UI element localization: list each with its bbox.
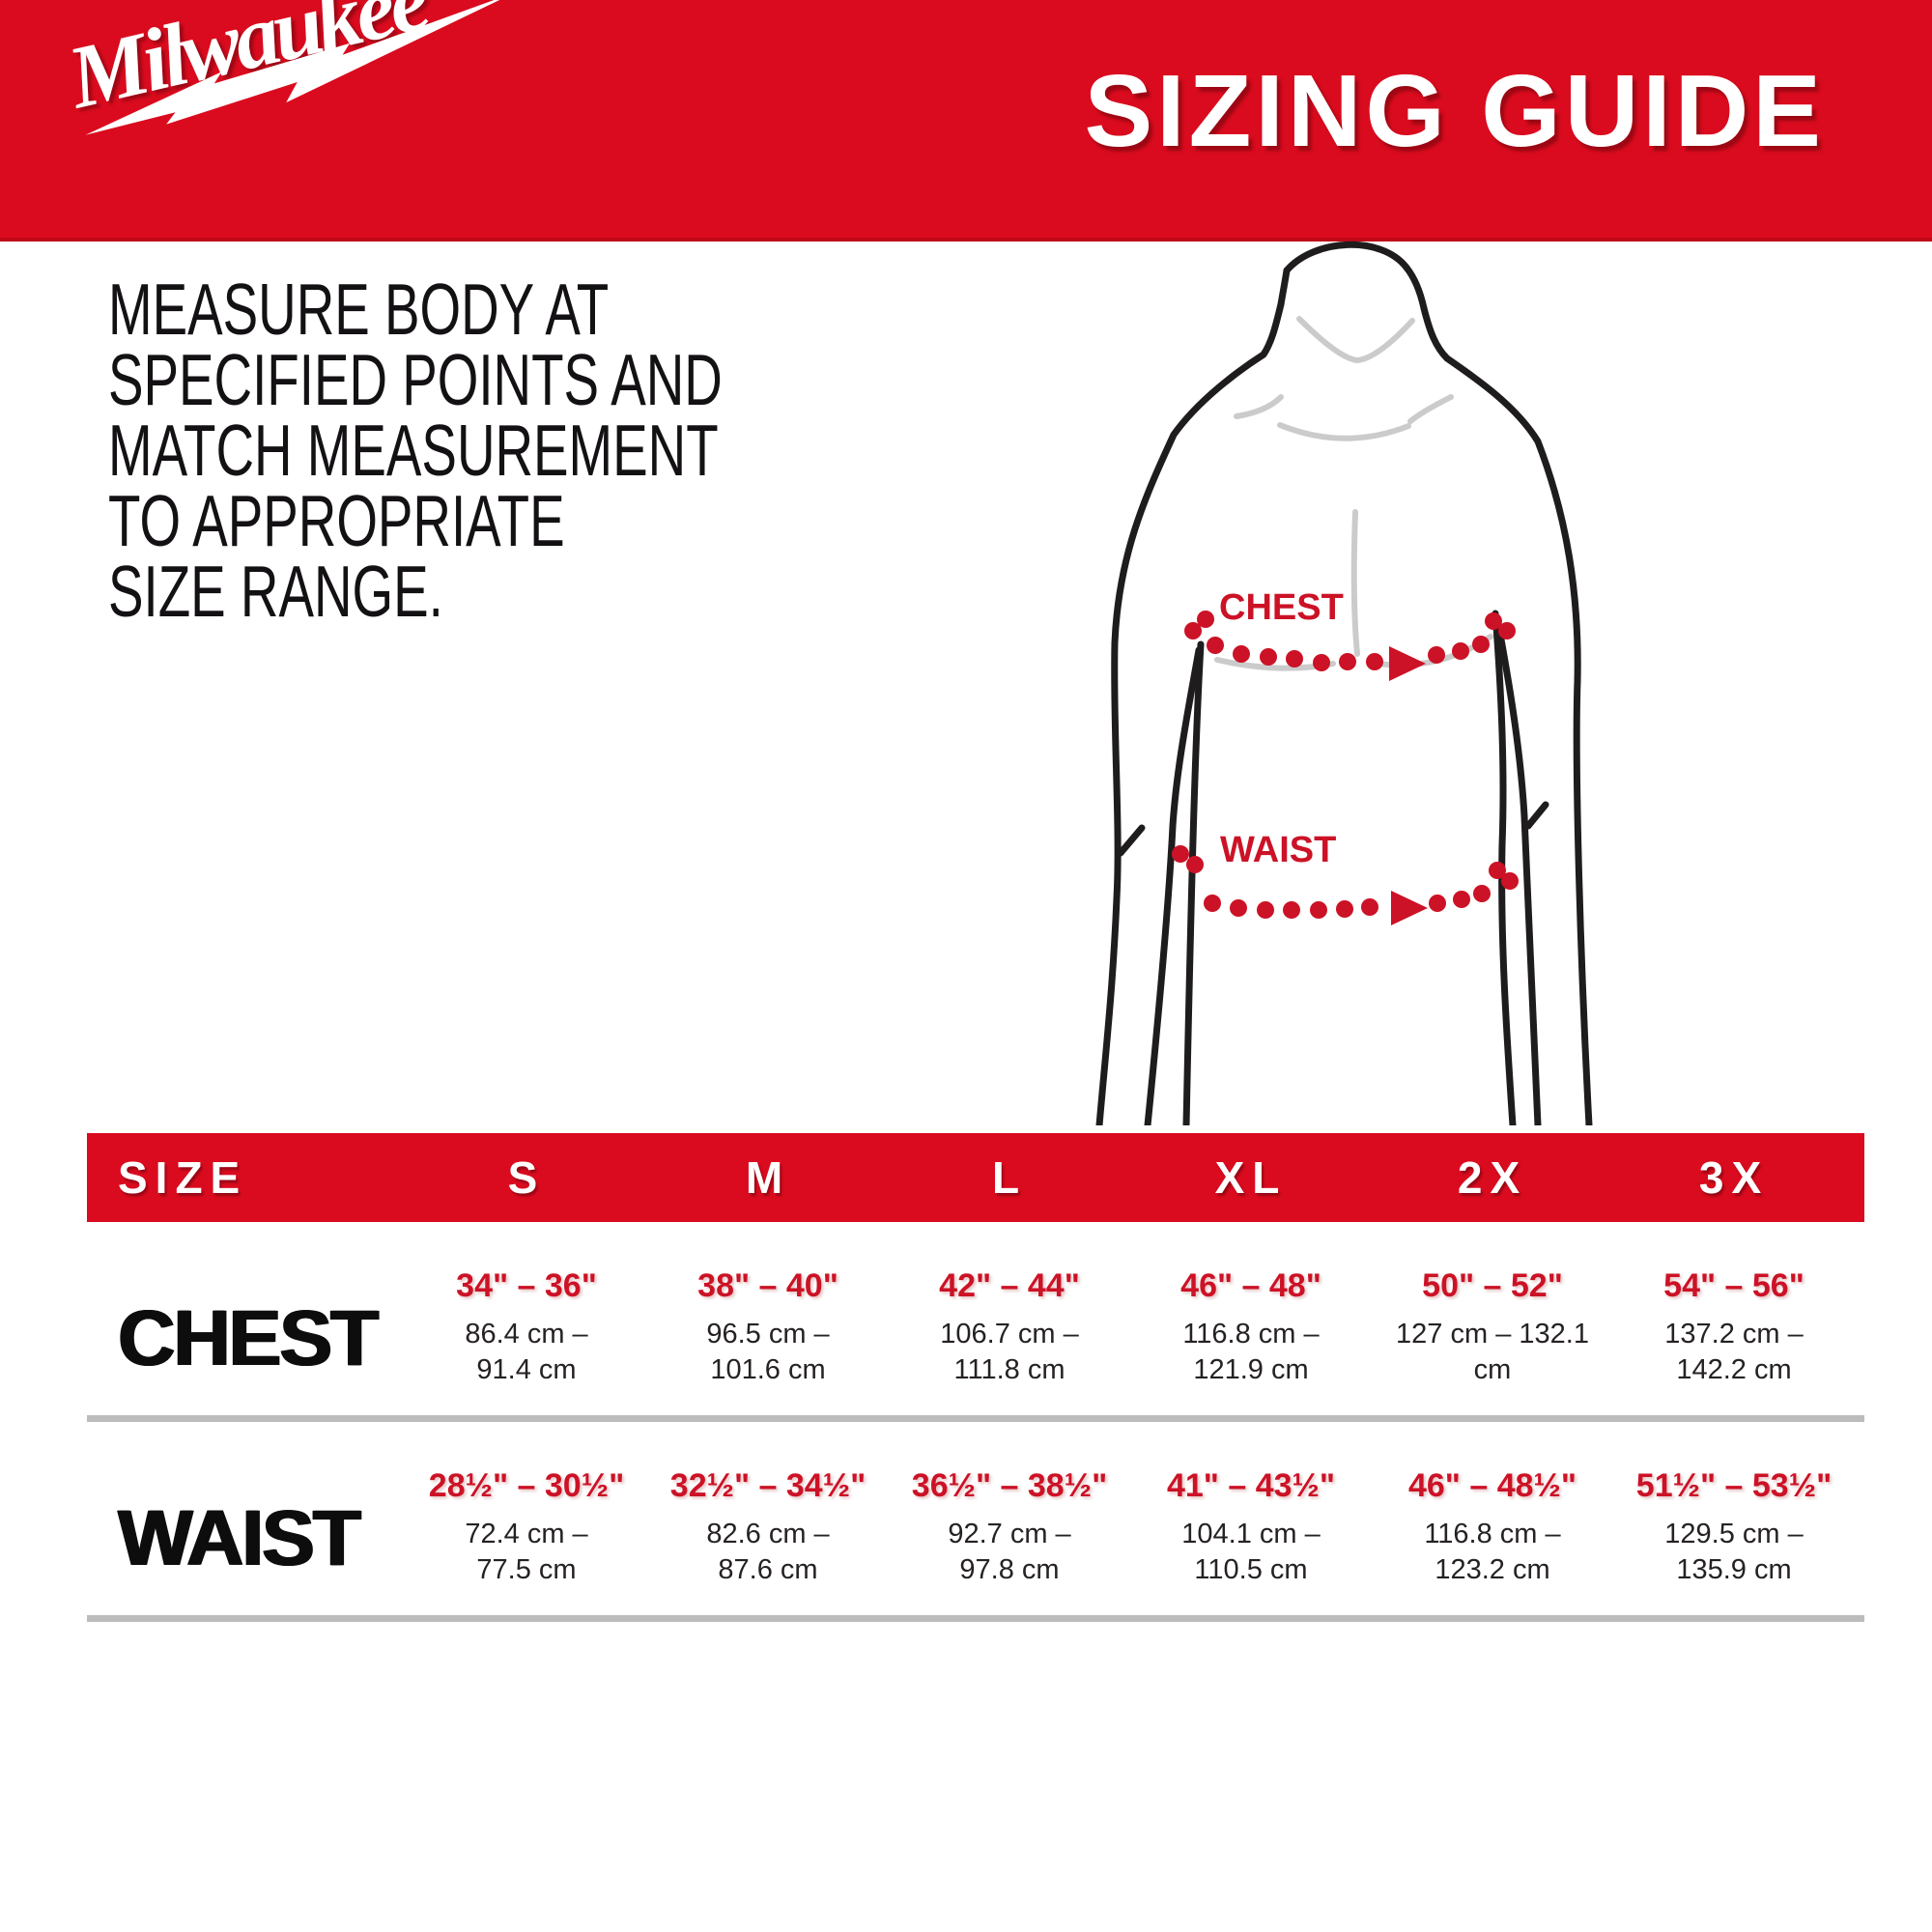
header-col-l: L — [991, 1152, 1028, 1203]
waist-cell-l: 36½" – 38½" 92.7 cm –97.8 cm — [889, 1422, 1130, 1615]
chest-cell-xl: 46" – 48" 116.8 cm –121.9 cm — [1130, 1222, 1372, 1415]
size-table: SIZE S M L XL 2X 3X CHEST 34" – 36" 86.4… — [87, 1133, 1864, 1622]
waist-inches-xl: 41" – 43½" — [1166, 1467, 1336, 1504]
instruction-text: MEASURE BODY AT SPECIFIED POINTS AND MAT… — [108, 269, 723, 632]
chest-cm-2x: 127 cm – 132.1 cm — [1396, 1319, 1589, 1385]
chest-cell-3x: 54" – 56" 137.2 cm –142.2 cm — [1613, 1222, 1855, 1415]
chest-inches-s: 34" – 36" — [456, 1267, 597, 1304]
instruction-line: MATCH MEASUREMENT — [108, 410, 719, 491]
waist-cm-xl: 104.1 cm –110.5 cm — [1181, 1519, 1321, 1585]
lightning-bolt-icon — [85, 0, 517, 135]
waist-inches-3x: 51½" – 53½" — [1635, 1467, 1833, 1504]
chest-inches-l: 42" – 44" — [939, 1267, 1080, 1304]
header-col-s: S — [507, 1152, 546, 1203]
header-size-label: SIZE — [118, 1152, 248, 1203]
waist-cell-2x: 46" – 48½" 116.8 cm –123.2 cm — [1372, 1422, 1613, 1615]
header-col-m: M — [745, 1152, 791, 1203]
chest-cm-m: 96.5 cm –101.6 cm — [706, 1319, 830, 1385]
waist-cm-3x: 129.5 cm –135.9 cm — [1664, 1519, 1804, 1585]
waist-inches-2x: 46" – 48½" — [1407, 1467, 1577, 1504]
chest-inches-2x: 50" – 52" — [1422, 1267, 1563, 1304]
table-row-chest: CHEST 34" – 36" 86.4 cm –91.4 cm 38" – 4… — [87, 1222, 1864, 1415]
milwaukee-logo: Milwaukee® — [60, 0, 531, 151]
instruction-line: SIZE RANGE. — [108, 551, 443, 632]
waist-inches-l: 36½" – 38½" — [911, 1467, 1108, 1504]
size-table-header: SIZE S M L XL 2X 3X — [87, 1133, 1864, 1222]
chest-inches-3x: 54" – 56" — [1663, 1267, 1804, 1304]
waist-measure-line — [1172, 845, 1519, 925]
chest-cell-l: 42" – 44" 106.7 cm –111.8 cm — [889, 1222, 1130, 1415]
instruction-line: SPECIFIED POINTS AND — [108, 339, 723, 420]
chest-cm-s: 86.4 cm –91.4 cm — [465, 1319, 588, 1385]
waist-cm-2x: 116.8 cm –123.2 cm — [1424, 1519, 1561, 1585]
chest-measure-line — [1184, 611, 1516, 681]
instruction-line: MEASURE BODY AT — [108, 269, 610, 350]
waist-cm-l: 92.7 cm –97.8 cm — [948, 1519, 1071, 1585]
torso-illustration: CHEST WAIST — [1095, 241, 1593, 1125]
chest-cell-s: 34" – 36" 86.4 cm –91.4 cm — [406, 1222, 647, 1415]
page-title: SIZING GUIDE — [1084, 54, 1825, 168]
header-col-2x: 2X — [1457, 1152, 1528, 1203]
chest-inches-xl: 46" – 48" — [1180, 1267, 1321, 1304]
chest-cell-2x: 50" – 52" 127 cm – 132.1 cm — [1372, 1222, 1613, 1415]
waist-cell-xl: 41" – 43½" 104.1 cm –110.5 cm — [1130, 1422, 1372, 1615]
chest-inches-m: 38" – 40" — [697, 1267, 838, 1304]
brand-banner: Milwaukee® SIZING GUIDE — [0, 0, 1932, 242]
waist-inches-m: 32½" – 34½" — [669, 1467, 867, 1504]
waist-cell-m: 32½" – 34½" 82.6 cm –87.6 cm — [647, 1422, 889, 1615]
waist-cell-3x: 51½" – 53½" 129.5 cm –135.9 cm — [1613, 1422, 1855, 1615]
header-col-3x: 3X — [1698, 1152, 1770, 1203]
header-col-xl: XL — [1214, 1152, 1288, 1203]
waist-row-label: WAIST — [118, 1494, 361, 1582]
chest-cm-xl: 116.8 cm –121.9 cm — [1182, 1319, 1320, 1385]
chest-row-label: CHEST — [118, 1294, 379, 1382]
chest-cm-l: 106.7 cm –111.8 cm — [940, 1319, 1079, 1385]
waist-inches-s: 28½" – 30½" — [428, 1467, 625, 1504]
waist-cm-s: 72.4 cm –77.5 cm — [465, 1519, 588, 1585]
chest-measure-arrow-icon — [1389, 646, 1426, 681]
chest-cm-3x: 137.2 cm –142.2 cm — [1664, 1319, 1804, 1385]
row-divider — [87, 1415, 1864, 1422]
waist-diagram-label: WAIST — [1220, 830, 1336, 870]
row-divider — [87, 1615, 1864, 1622]
chest-diagram-label: CHEST — [1219, 587, 1344, 628]
body-outline — [1095, 241, 1593, 1125]
instruction-line: TO APPROPRIATE — [108, 480, 565, 561]
table-row-waist: WAIST 28½" – 30½" 72.4 cm –77.5 cm 32½" … — [87, 1422, 1864, 1615]
waist-measure-arrow-icon — [1391, 891, 1428, 925]
waist-cm-m: 82.6 cm –87.6 cm — [706, 1519, 830, 1585]
chest-cell-m: 38" – 40" 96.5 cm –101.6 cm — [647, 1222, 889, 1415]
waist-cell-s: 28½" – 30½" 72.4 cm –77.5 cm — [406, 1422, 647, 1615]
